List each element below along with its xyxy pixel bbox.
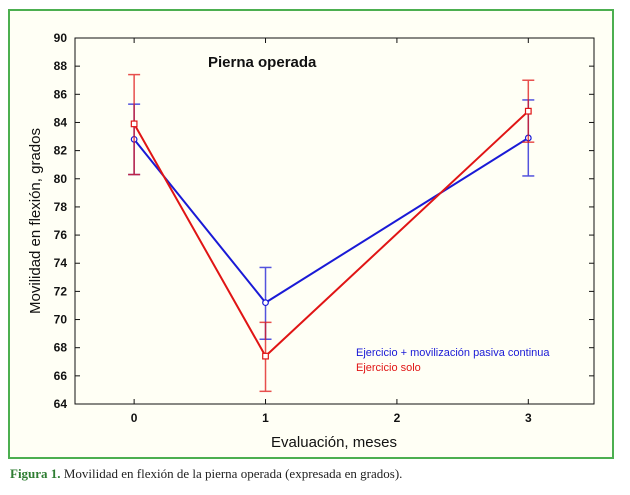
data-point [130, 120, 138, 128]
series-line [133, 110, 529, 358]
x-axis: 0 1 2 3 [131, 38, 532, 425]
legend-entry-0: Ejercicio + movilización pasiva continua [356, 347, 550, 359]
y-tick-label: 88 [54, 59, 68, 73]
y-tick-label: 72 [54, 284, 68, 298]
x-axis-title: Evaluación, meses [271, 434, 397, 451]
x-tick-label: 1 [262, 411, 269, 425]
y-tick-label: 66 [54, 369, 68, 383]
data-point [524, 107, 532, 115]
y-tick-label: 90 [54, 31, 68, 45]
y-tick-label: 76 [54, 228, 68, 242]
y-tick-label: 64 [54, 397, 68, 411]
x-tick-label: 3 [525, 411, 532, 425]
line-chart: 64 66 68 70 72 74 76 78 80 82 84 86 88 90 0 1 2 3 Pierna… [27, 31, 595, 451]
y-tick-label: 68 [54, 341, 68, 355]
y-tick-label: 80 [54, 172, 68, 186]
chart-title: Pierna operada [208, 54, 317, 71]
y-axis-title: Movilidad en flexión, grados [27, 128, 44, 314]
series-layer [128, 73, 535, 393]
plot-area [74, 37, 595, 405]
data-point [262, 352, 269, 360]
data-point [262, 299, 269, 307]
y-axis: 64 66 68 70 72 74 76 78 80 82 84 86 88 90 [54, 31, 594, 411]
x-tick-label: 0 [131, 411, 138, 425]
series-1 [128, 73, 535, 393]
y-tick-label: 70 [54, 313, 68, 327]
caption-lead: Figura 1. [10, 466, 61, 481]
y-tick-label: 86 [54, 87, 68, 101]
y-tick-label: 78 [54, 200, 68, 214]
figure-frame [8, 9, 614, 459]
figure-caption: Figura 1. Movilidad en flexión de la pie… [10, 466, 402, 482]
series-line [133, 137, 529, 304]
x-tick-label: 2 [394, 411, 401, 425]
legend-entry-1: Ejercicio solo [356, 362, 421, 374]
y-tick-label: 74 [54, 256, 68, 270]
caption-text: Movilidad en flexión de la pierna operad… [60, 466, 403, 481]
y-tick-label: 84 [54, 115, 68, 129]
legend: Ejercicio + movilización pasiva continua… [356, 347, 550, 374]
y-tick-label: 82 [54, 144, 68, 158]
